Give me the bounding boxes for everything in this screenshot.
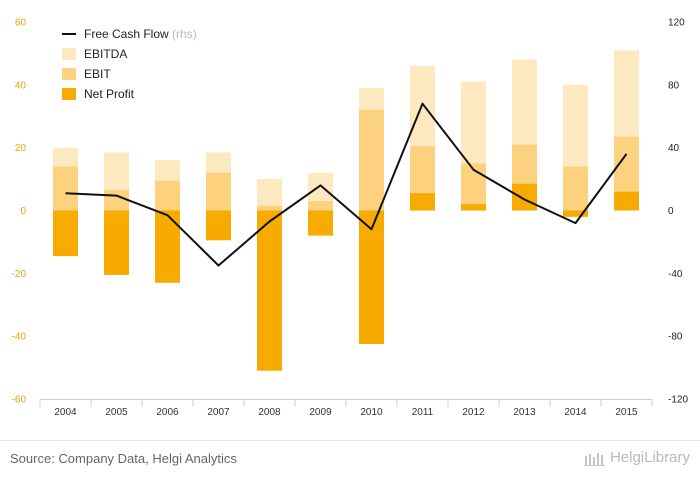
brand-logo: HelgiLibrary — [583, 449, 690, 466]
ebit-bar — [206, 172, 231, 211]
left-tick-label: 0 — [20, 206, 26, 217]
x-tick-label: 2012 — [462, 407, 485, 418]
x-tick-label: 2015 — [615, 407, 638, 418]
left-tick-label: -60 — [12, 395, 27, 406]
chart: 2004 2005 2006 2007 2008 2009 2010 2011 2012 2013… — [12, 18, 689, 419]
net-profit-bar — [563, 210, 588, 217]
legend-swatch — [62, 68, 76, 80]
net-profit-bar — [308, 210, 333, 236]
right-tick-label: 80 — [668, 80, 680, 91]
net-profit-bar — [257, 210, 282, 371]
x-tick-label: 2004 — [54, 407, 77, 418]
x-tick-label: 2008 — [258, 407, 281, 418]
net-profit-bar — [155, 210, 180, 283]
brand-name: HelgiLibrary — [609, 449, 690, 466]
net-profit-bar — [104, 210, 129, 275]
left-tick-label: 20 — [15, 143, 27, 154]
net-profit-bar — [461, 204, 486, 211]
right-tick-label: 0 — [668, 206, 674, 217]
left-tick-label: 40 — [15, 80, 27, 91]
right-tick-label: -120 — [668, 395, 688, 406]
ebit-bar — [461, 163, 486, 211]
left-tick-label: -40 — [12, 332, 27, 343]
ebit-bar — [359, 110, 384, 211]
ebit-bar — [308, 201, 333, 211]
x-tick-label: 2011 — [412, 407, 434, 418]
right-tick-label: 40 — [668, 143, 680, 154]
right-tick-label: 120 — [668, 18, 685, 29]
legend-suffix: (rhs) — [169, 27, 197, 41]
x-tick-label: 2010 — [360, 407, 383, 418]
net-profit-bar — [53, 210, 78, 257]
net-profit-bar — [410, 193, 435, 211]
ebit-bar — [563, 166, 588, 211]
x-tick-label: 2007 — [207, 407, 230, 418]
legend-label: Free Cash Flow (rhs) — [84, 27, 197, 41]
net-profit-bar — [614, 191, 639, 211]
legend-label: EBIT — [84, 67, 111, 81]
free-cash-flow-line — [65, 102, 628, 267]
legend-label: EBITDA — [84, 47, 127, 61]
right-tick-label: -80 — [668, 332, 683, 343]
footer: Source: Company Data, Helgi Analytics He… — [0, 440, 700, 484]
library-icon — [583, 452, 605, 466]
x-tick-label: 2014 — [564, 407, 587, 418]
net-profit-bar — [206, 210, 231, 241]
right-tick-label: -40 — [668, 269, 683, 280]
x-tick-label: 2005 — [105, 407, 128, 418]
x-tick-label: 2009 — [309, 407, 332, 418]
ebit-bar — [104, 190, 129, 211]
legend-swatch — [62, 48, 76, 60]
ebitda-bar — [257, 179, 282, 211]
net-profit-bar — [512, 183, 537, 211]
x-tick-label: 2006 — [156, 407, 179, 418]
x-tick-label: 2013 — [513, 407, 536, 418]
legend-swatch — [62, 88, 76, 100]
net-profit-bar — [359, 210, 384, 344]
source-text: Source: Company Data, Helgi Analytics — [10, 451, 237, 466]
left-tick-label: -20 — [12, 269, 27, 280]
ebit-bar — [155, 180, 180, 211]
legend-label: Net Profit — [84, 87, 135, 101]
left-tick-label: 60 — [15, 18, 27, 29]
ebit-bar — [257, 205, 282, 211]
ebit-bar — [53, 166, 78, 211]
